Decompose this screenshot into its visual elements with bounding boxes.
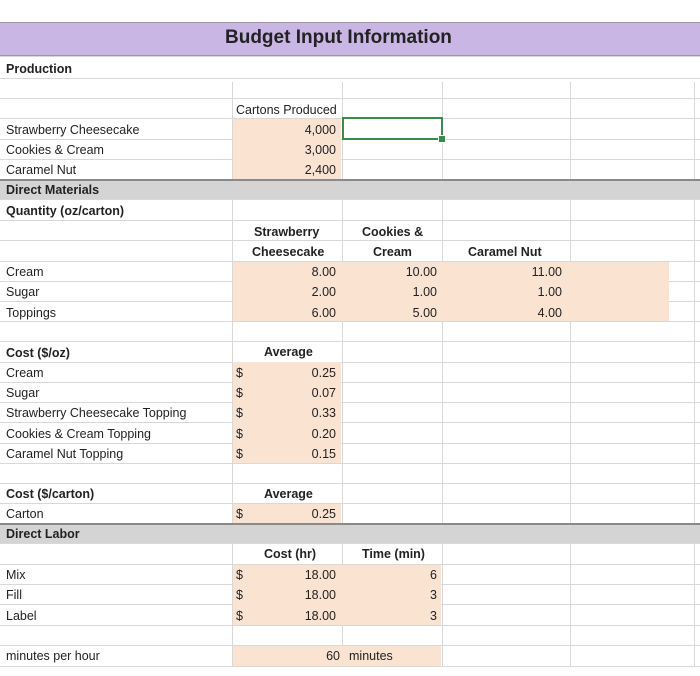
labor-input-block bbox=[233, 565, 441, 625]
qty-strawberry-toppings[interactable]: 6.00 bbox=[311, 306, 336, 320]
qty-label-toppings[interactable]: Toppings bbox=[6, 306, 57, 320]
direct-labor-heading[interactable]: Direct Labor bbox=[6, 527, 80, 541]
cost-oz-value-caramel-topping[interactable]: 0.15 bbox=[311, 447, 336, 461]
cost-oz-label-cream[interactable]: Cream bbox=[6, 366, 44, 380]
minutes-unit: minutes bbox=[349, 649, 393, 663]
quantity-input-block bbox=[233, 262, 669, 321]
selected-cell[interactable] bbox=[342, 117, 443, 140]
currency-symbol: $ bbox=[236, 609, 243, 623]
title-band bbox=[0, 22, 700, 56]
qty-label-sugar[interactable]: Sugar bbox=[6, 285, 40, 299]
col-strawberry-line1[interactable]: Strawberry bbox=[254, 225, 320, 239]
qty-label-cream[interactable]: Cream bbox=[6, 265, 44, 279]
currency-symbol: $ bbox=[236, 568, 243, 582]
currency-symbol: $ bbox=[236, 427, 243, 441]
direct-labor-band bbox=[0, 524, 700, 543]
production-value-cookies[interactable]: 3,000 bbox=[304, 143, 336, 157]
carton-label[interactable]: Carton bbox=[6, 507, 44, 521]
currency-symbol: $ bbox=[236, 406, 243, 420]
qty-cookies-cream[interactable]: 10.00 bbox=[405, 265, 437, 279]
labor-time-mix[interactable]: 6 bbox=[430, 568, 437, 582]
cost-oz-value-strawberry-topping[interactable]: 0.33 bbox=[311, 406, 336, 420]
labor-cost-label[interactable]: 18.00 bbox=[304, 609, 336, 623]
cost-oz-label-cookies-topping[interactable]: Cookies & Cream Topping bbox=[6, 427, 151, 441]
currency-symbol: $ bbox=[236, 386, 243, 400]
cartons-produced-header[interactable]: Cartons Produced bbox=[236, 103, 337, 117]
col-strawberry-line2[interactable]: Cheesecake bbox=[252, 245, 325, 259]
labor-cost-mix[interactable]: 18.00 bbox=[304, 568, 336, 582]
currency-symbol: $ bbox=[236, 447, 243, 461]
qty-caramel-cream[interactable]: 11.00 bbox=[531, 265, 562, 279]
labor-label-fill[interactable]: Fill bbox=[6, 588, 22, 602]
cost-oz-input-block bbox=[233, 362, 341, 463]
currency-symbol: $ bbox=[236, 507, 243, 521]
quantity-heading[interactable]: Quantity (oz/carton) bbox=[6, 204, 125, 218]
production-value-caramel[interactable]: 2,400 bbox=[304, 163, 336, 177]
labor-label-label[interactable]: Label bbox=[6, 609, 37, 623]
labor-cost-fill[interactable]: 18.00 bbox=[304, 588, 336, 602]
cost-oz-label-strawberry-topping[interactable]: Strawberry Cheesecake Topping bbox=[6, 406, 187, 420]
time-min-header[interactable]: Time (min) bbox=[362, 547, 425, 561]
direct-materials-heading[interactable]: Direct Materials bbox=[6, 183, 100, 197]
col-cookies-line1[interactable]: Cookies & bbox=[362, 225, 424, 239]
col-caramel[interactable]: Caramel Nut bbox=[468, 245, 542, 259]
sheet-title: Budget Input Information bbox=[225, 27, 452, 48]
cost-hr-header[interactable]: Cost (hr) bbox=[264, 547, 317, 561]
cost-oz-value-cookies-topping[interactable]: 0.20 bbox=[311, 427, 336, 441]
average-header-oz[interactable]: Average bbox=[264, 345, 313, 359]
production-input-block bbox=[233, 119, 341, 179]
labor-label-mix[interactable]: Mix bbox=[6, 568, 26, 582]
production-label-strawberry[interactable]: Strawberry Cheesecake bbox=[6, 123, 140, 137]
qty-cookies-sugar[interactable]: 1.00 bbox=[412, 285, 437, 299]
qty-cookies-toppings[interactable]: 5.00 bbox=[412, 306, 437, 320]
cost-oz-value-cream[interactable]: 0.25 bbox=[311, 366, 336, 380]
qty-caramel-sugar[interactable]: 1.00 bbox=[537, 285, 562, 299]
cost-oz-value-sugar[interactable]: 0.07 bbox=[311, 386, 336, 400]
production-label-cookies[interactable]: Cookies & Cream bbox=[6, 143, 104, 157]
cost-carton-heading[interactable]: Cost ($/carton) bbox=[6, 487, 95, 501]
production-label-caramel[interactable]: Caramel Nut bbox=[6, 163, 77, 177]
currency-symbol: $ bbox=[236, 366, 243, 380]
direct-materials-band bbox=[0, 180, 700, 199]
col-cookies-line2[interactable]: Cream bbox=[373, 245, 412, 259]
production-value-strawberry[interactable]: 4,000 bbox=[304, 123, 336, 137]
cost-oz-label-caramel-topping[interactable]: Caramel Nut Topping bbox=[6, 447, 124, 461]
labor-time-fill[interactable]: 3 bbox=[430, 588, 437, 602]
production-heading[interactable]: Production bbox=[6, 62, 72, 76]
qty-caramel-toppings[interactable]: 4.00 bbox=[537, 306, 562, 320]
qty-strawberry-cream[interactable]: 8.00 bbox=[311, 265, 336, 279]
cost-oz-heading[interactable]: Cost ($/oz) bbox=[6, 346, 70, 360]
carton-value[interactable]: 0.25 bbox=[311, 507, 336, 521]
minutes-per-hour-value[interactable]: 60 bbox=[326, 649, 340, 663]
qty-strawberry-sugar[interactable]: 2.00 bbox=[311, 285, 336, 299]
cost-oz-label-sugar[interactable]: Sugar bbox=[6, 386, 40, 400]
labor-time-label[interactable]: 3 bbox=[430, 609, 437, 623]
fill-handle[interactable] bbox=[438, 135, 446, 143]
carton-input-block bbox=[233, 504, 341, 523]
currency-symbol: $ bbox=[236, 588, 243, 602]
minutes-per-hour-label[interactable]: minutes per hour bbox=[6, 649, 100, 663]
average-header-carton[interactable]: Average bbox=[264, 487, 313, 501]
minutes-input-block bbox=[233, 646, 441, 666]
